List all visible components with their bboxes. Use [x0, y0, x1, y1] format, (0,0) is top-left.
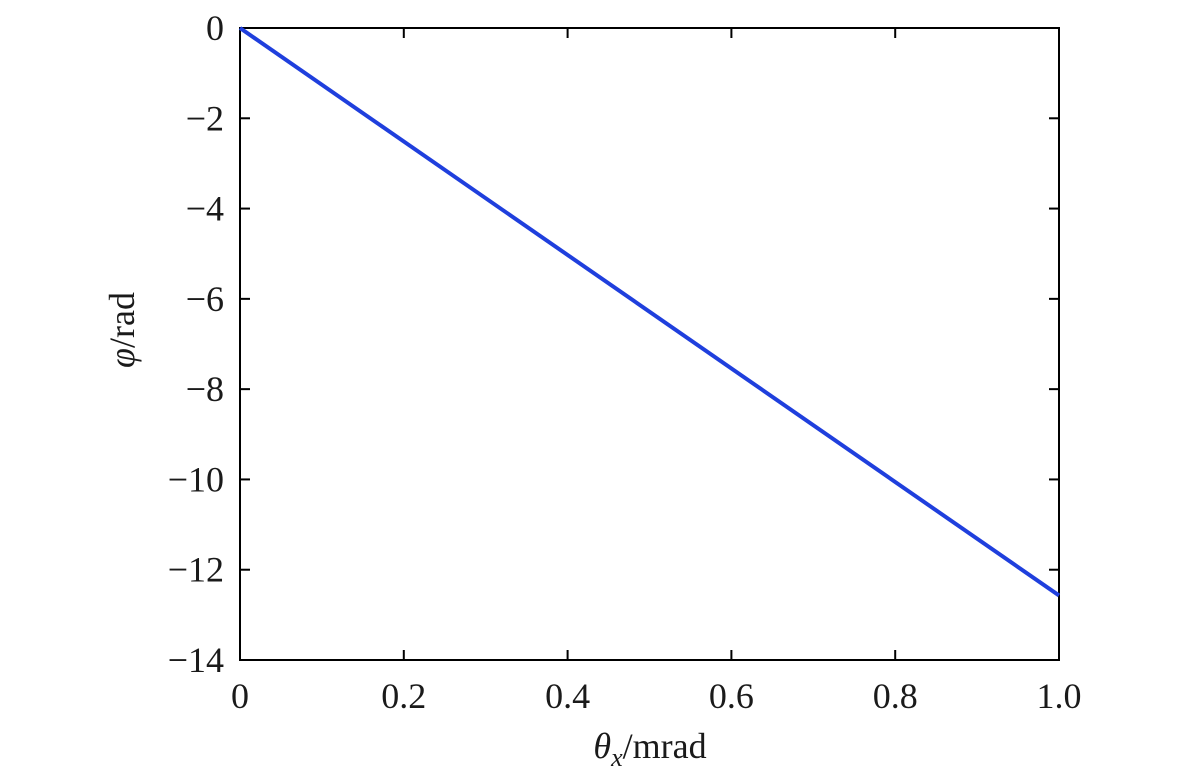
y-tick-label: −4: [186, 189, 224, 229]
x-axis-symbol: θ: [593, 726, 611, 766]
y-tick-label: −14: [168, 640, 224, 680]
y-axis-label: φ/rad: [102, 292, 142, 368]
x-tick-label: 0: [231, 676, 249, 716]
y-tick-label: −10: [168, 459, 224, 499]
y-axis-symbol: φ: [102, 348, 142, 368]
x-tick-label: 0.6: [709, 676, 754, 716]
y-tick-label: −12: [168, 550, 224, 590]
y-axis-unit: /rad: [102, 292, 142, 348]
x-axis-ticks: 0 0.2 0.4 0.6 0.8 1.0: [231, 28, 1082, 716]
x-tick-label: 1.0: [1037, 676, 1082, 716]
y-axis-ticks: 0 −2 −4 −6 −8 −10 −12 −14: [168, 8, 1059, 680]
y-tick-label: −2: [186, 98, 224, 138]
x-axis-unit: /mrad: [623, 726, 707, 766]
series-line: [238, 26, 1061, 598]
x-axis-subscript: x: [610, 743, 623, 772]
x-axis-label: θx/mrad: [593, 726, 706, 772]
y-tick-label: 0: [206, 8, 224, 48]
series-layer: [238, 26, 1061, 598]
y-tick-label: −6: [186, 279, 224, 319]
x-tick-label: 0.2: [381, 676, 426, 716]
x-tick-label: 0.8: [873, 676, 918, 716]
y-tick-label: −8: [186, 369, 224, 409]
plot-frame: [239, 27, 1060, 661]
x-tick-label: 0.4: [545, 676, 590, 716]
